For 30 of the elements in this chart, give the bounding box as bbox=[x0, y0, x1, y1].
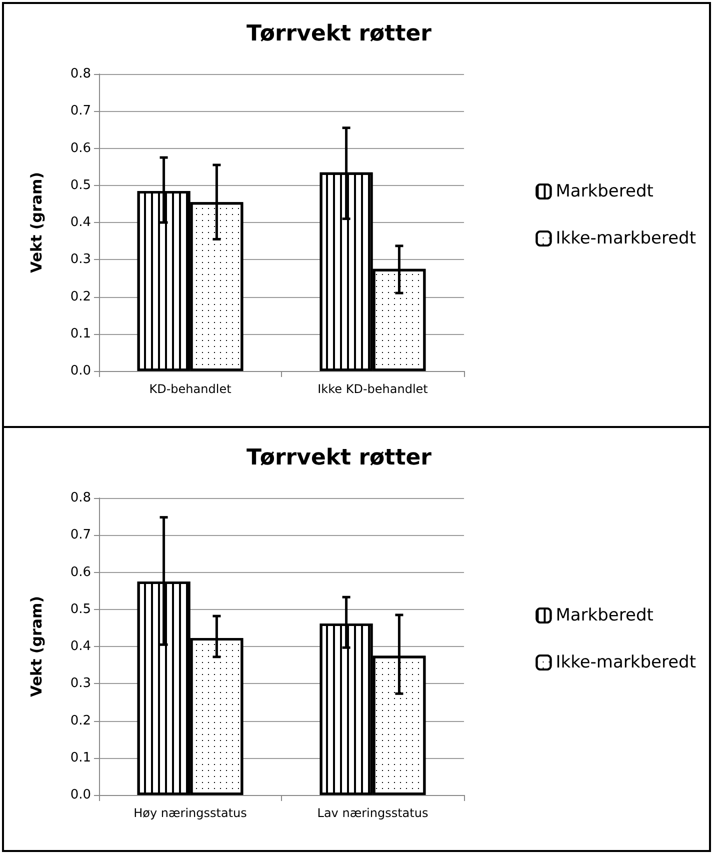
y-tick-label: 0.8 bbox=[70, 490, 91, 506]
y-tick-label: 0.1 bbox=[70, 326, 91, 342]
y-tick-label: 0.5 bbox=[70, 178, 91, 193]
y-tick-label: 0.0 bbox=[70, 364, 91, 378]
y-tick-label: 0.7 bbox=[70, 528, 91, 543]
y-tick-label: 0.7 bbox=[70, 104, 91, 119]
y-tick-label: 0.6 bbox=[70, 564, 91, 580]
y-tick-label: 0.6 bbox=[70, 140, 91, 156]
legend-label: Ikke-markberedt bbox=[556, 228, 696, 248]
chart-title: Tørrvekt røtter bbox=[246, 22, 432, 46]
y-tick-label: 0.2 bbox=[70, 289, 91, 304]
y-tick-label: 0.4 bbox=[70, 215, 91, 230]
chart-title: Tørrvekt røtter bbox=[246, 446, 432, 470]
y-tick-label: 0.8 bbox=[70, 66, 91, 82]
y-tick-label: 0.0 bbox=[70, 788, 91, 802]
y-tick-label: 0.3 bbox=[70, 252, 91, 268]
x-tick-label: Lav næringsstatus bbox=[317, 806, 428, 820]
legend-label: Markberedt bbox=[556, 606, 654, 626]
y-tick-label: 0.5 bbox=[70, 602, 91, 617]
x-tick-label: KD-behandlet bbox=[149, 382, 232, 396]
y-tick-label: 0.3 bbox=[70, 676, 91, 692]
legend-label: Ikke-markberedt bbox=[556, 652, 696, 672]
y-tick-label: 0.4 bbox=[70, 639, 91, 654]
y-tick-label: 0.2 bbox=[70, 713, 91, 728]
x-tick-label: Høy næringsstatus bbox=[134, 806, 247, 820]
legend-label: Markberedt bbox=[556, 182, 654, 202]
y-tick-label: 0.1 bbox=[70, 750, 91, 766]
x-tick-label: Ikke KD-behandlet bbox=[318, 382, 428, 396]
y-axis-title: Vekt (gram) bbox=[28, 172, 46, 273]
y-axis-title: Vekt (gram) bbox=[28, 596, 46, 697]
